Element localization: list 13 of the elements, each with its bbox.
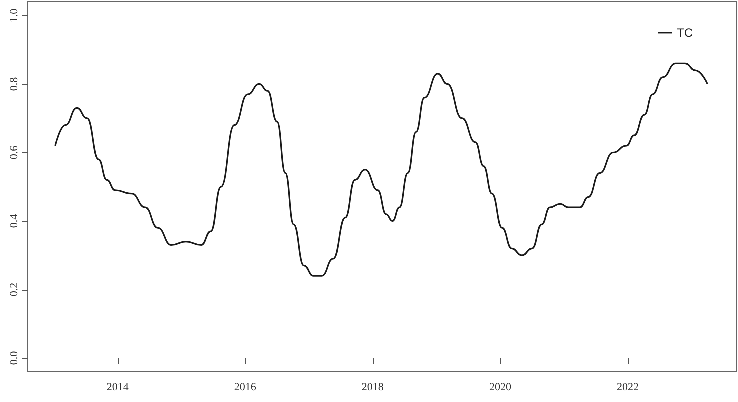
x-tick-label: 2014 <box>106 382 130 394</box>
y-tick-label: 1.0 <box>8 8 20 23</box>
y-tick-label: 0.0 <box>8 350 20 366</box>
y-tick-label: 0.6 <box>8 145 20 160</box>
x-tick-label: 2016 <box>234 382 257 394</box>
y-tick-label: 0.2 <box>8 282 20 297</box>
x-tick-label: 2022 <box>616 382 639 394</box>
line-series <box>54 62 708 277</box>
y-tick-label: 0.8 <box>8 76 20 92</box>
y-tick-label: 0.4 <box>8 214 20 228</box>
legend-label: TC <box>677 26 694 40</box>
x-tick-label: 2018 <box>362 382 384 394</box>
x-tick-label: 2020 <box>489 382 512 394</box>
